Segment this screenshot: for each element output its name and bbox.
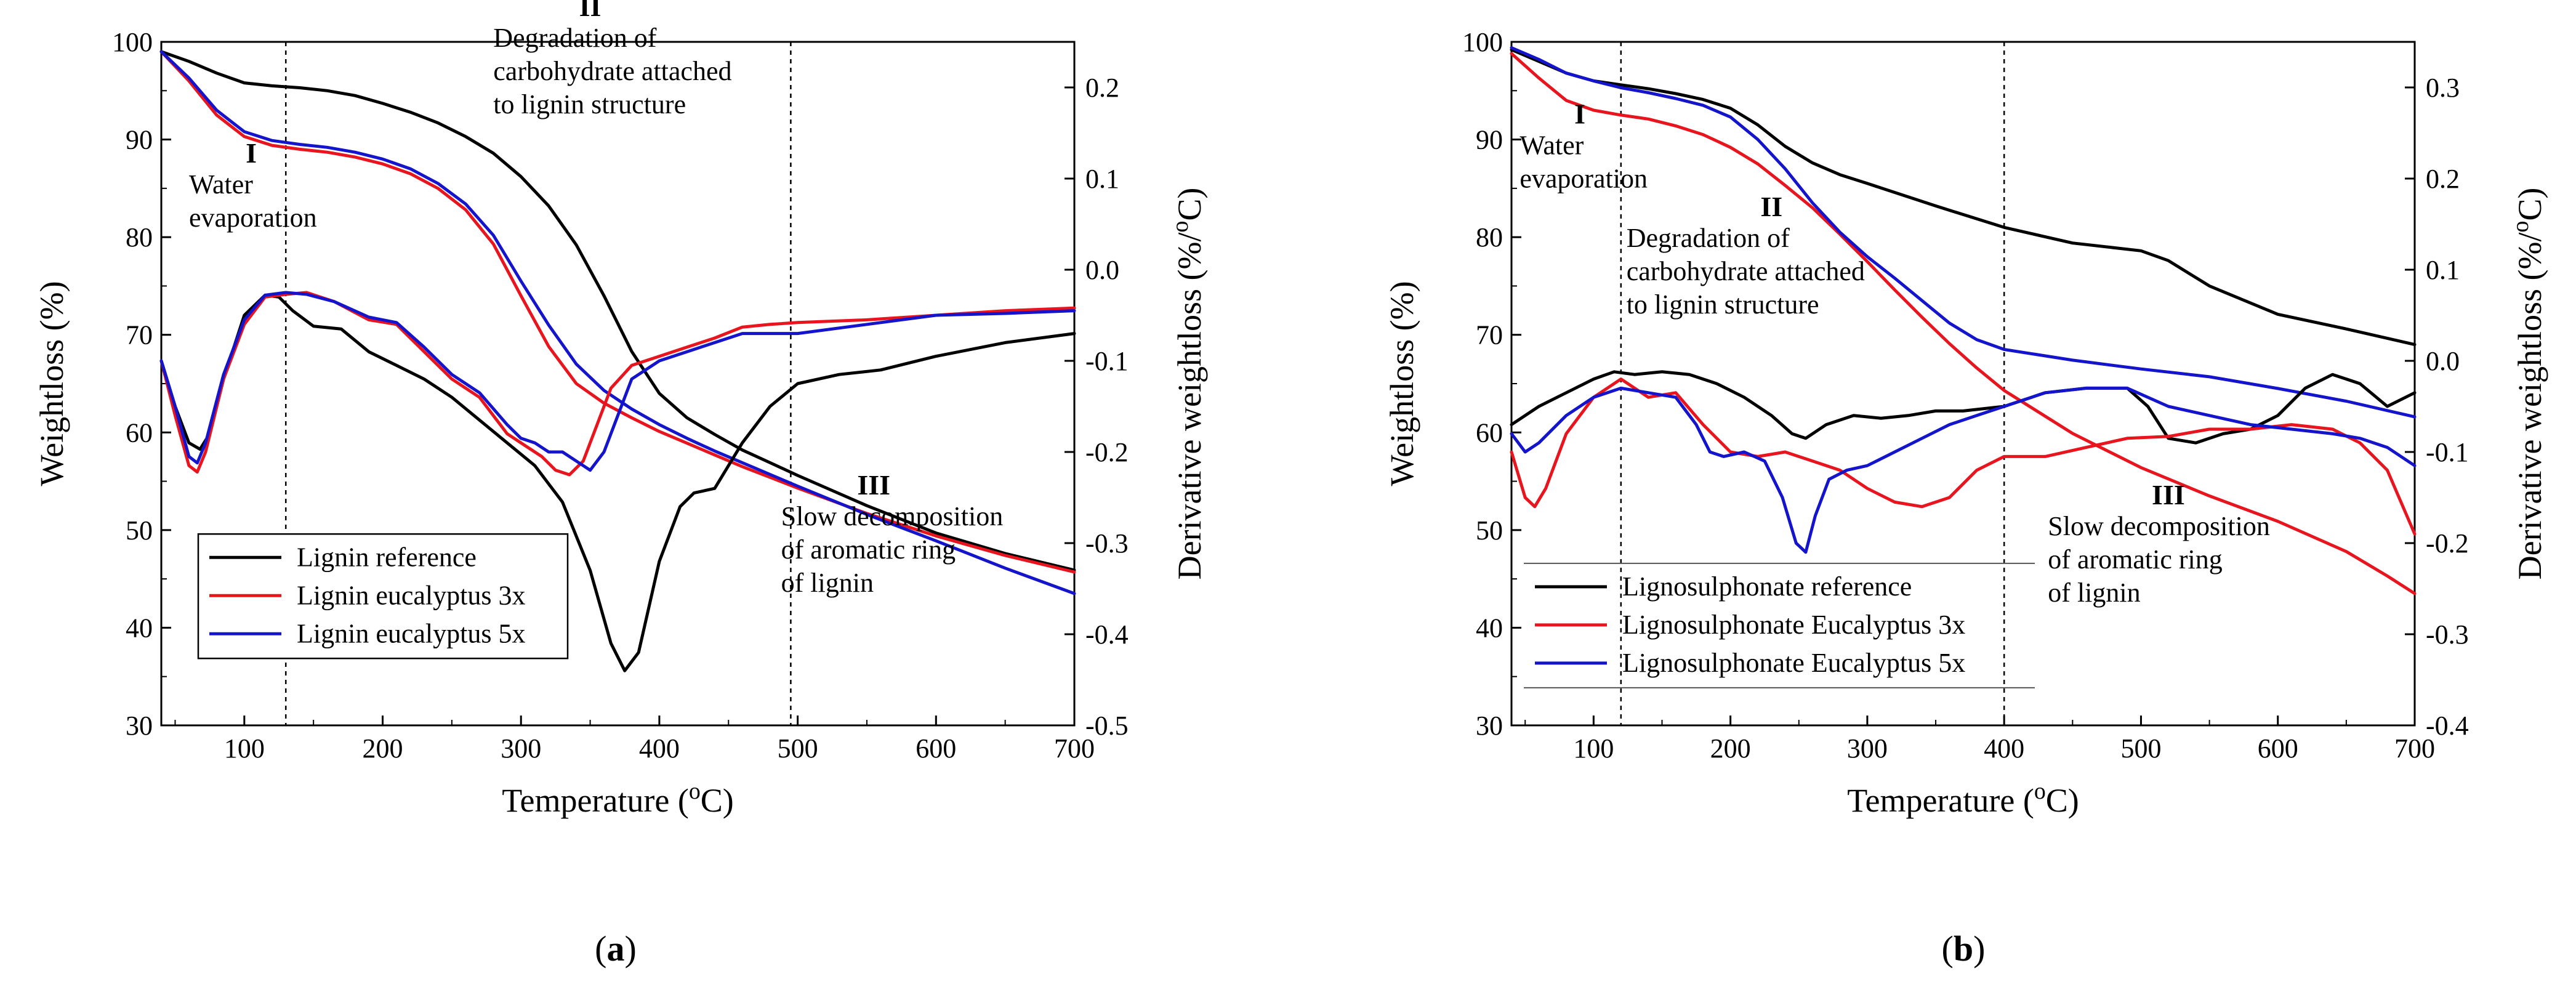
x-tick-label: 600 xyxy=(2258,733,2298,764)
x-tick-label: 100 xyxy=(224,733,265,764)
region-annotation-text: Water xyxy=(1519,130,1584,160)
y-tick-label: 100 xyxy=(112,27,153,57)
y2-axis-title: Derivative weightloss (%/oC) xyxy=(2508,188,2548,580)
region-annotation-text: Water xyxy=(189,169,253,200)
y-tick-label: 50 xyxy=(1476,515,1503,546)
region-roman-numeral: I xyxy=(246,137,257,169)
x-tick-label: 300 xyxy=(1847,733,1888,764)
series-line-weightloss xyxy=(159,50,1076,572)
chart-panel-a: 100 200 300 400 500 600 700 30 40 50 60 70 80 90 100 -0… xyxy=(33,0,1208,969)
y-tick-label: 80 xyxy=(126,222,153,252)
x-tick-label: 500 xyxy=(778,733,818,764)
y2-tick-label: -0.1 xyxy=(1085,346,1129,376)
y2-tick-label: -0.4 xyxy=(1085,619,1129,650)
region-roman-numeral: II xyxy=(579,0,602,22)
region-annotation-text: Degradation of xyxy=(493,23,656,53)
y2-tick-label: -0.3 xyxy=(1085,528,1129,559)
y2-tick-label: 0.1 xyxy=(2426,255,2460,285)
y-tick-label: 70 xyxy=(126,320,153,350)
y2-tick-label: 0.3 xyxy=(2426,73,2460,103)
region-annotation-text: evaporation xyxy=(1519,163,1648,193)
x-tick-label: 500 xyxy=(2120,733,2161,764)
y-axis-title: Weightloss (%) xyxy=(1383,281,1420,486)
y2-tick-label: -0.5 xyxy=(1085,711,1129,741)
x-axis-title: Temperature (oC) xyxy=(502,778,733,819)
series-line-derivative xyxy=(1510,386,2417,554)
x-tick-label: 700 xyxy=(2394,733,2435,764)
y-tick-label: 80 xyxy=(1476,222,1503,252)
x-tick-label: 400 xyxy=(639,733,680,764)
y2-tick-label: -0.2 xyxy=(2426,528,2469,559)
y2-tick-label: 0.0 xyxy=(1085,255,1119,285)
y2-axis-title: Derivative weightloss (%/oC) xyxy=(1167,188,1208,580)
region-annotation-text: to lignin structure xyxy=(493,89,686,119)
y2-tick-label: 0.1 xyxy=(1085,164,1119,194)
y-tick-label: 30 xyxy=(126,711,153,741)
y-tick-label: 40 xyxy=(126,613,153,643)
y-tick-label: 90 xyxy=(1476,125,1503,155)
x-tick-label: 400 xyxy=(1984,733,2024,764)
chart-panel-b: 100 200 300 400 500 600 700 30 40 50 60 70 80 90 100 -0… xyxy=(1383,27,2548,969)
y-tick-label: 40 xyxy=(1476,613,1503,643)
y2-tick-label: -0.4 xyxy=(2426,711,2469,741)
legend-label: Lignosulphonate Eucalyptus 5x xyxy=(1622,648,1965,678)
panel-label: (b) xyxy=(1942,929,1986,969)
region-annotation-text: of lignin xyxy=(2048,578,2140,608)
series-line-weightloss xyxy=(1510,52,2417,595)
series-line-weightloss xyxy=(159,50,1076,574)
series-line-weightloss xyxy=(159,50,1076,595)
region-annotation-text: Slow decomposition xyxy=(2048,511,2270,541)
x-tick-label: 700 xyxy=(1054,733,1095,764)
region-annotation-text: Slow decomposition xyxy=(781,501,1004,531)
region-roman-numeral: III xyxy=(857,469,890,501)
y-tick-label: 100 xyxy=(1462,27,1503,57)
y-tick-label: 60 xyxy=(126,417,153,448)
region-roman-numeral: II xyxy=(1760,191,1782,222)
legend-label: Lignosulphonate reference xyxy=(1622,571,1912,602)
series-line-weightloss xyxy=(1510,48,2417,347)
series-line-derivative xyxy=(159,291,1076,477)
x-axis-title: Temperature (oC) xyxy=(1847,778,2079,819)
region-annotation-text: Degradation of xyxy=(1627,223,1790,253)
series-line-derivative xyxy=(159,291,1076,472)
series-line-weightloss xyxy=(1510,46,2417,419)
y-tick-label: 50 xyxy=(126,515,153,546)
region-annotation-text: evaporation xyxy=(189,203,317,233)
region-roman-numeral: III xyxy=(2152,479,2185,510)
legend-label: Lignin reference xyxy=(297,542,477,572)
y-tick-label: 90 xyxy=(126,125,153,155)
y2-tick-label: 0.2 xyxy=(1085,73,1119,103)
y2-tick-label: 0.2 xyxy=(2426,164,2460,194)
legend-label: Lignosulphonate Eucalyptus 3x xyxy=(1622,610,1965,640)
y-axis-title: Weightloss (%) xyxy=(33,281,70,486)
x-tick-label: 200 xyxy=(1710,733,1751,764)
x-tick-label: 200 xyxy=(363,733,403,764)
region-annotation-text: carbohydrate attached xyxy=(1627,256,1865,286)
y-tick-label: 60 xyxy=(1476,417,1503,448)
y-tick-label: 30 xyxy=(1476,711,1503,741)
x-tick-label: 100 xyxy=(1573,733,1614,764)
series-line-derivative xyxy=(1510,370,2417,445)
y2-tick-label: -0.1 xyxy=(2426,437,2469,467)
legend-label: Lignin eucalyptus 3x xyxy=(297,580,526,610)
region-annotation-text: carbohydrate attached xyxy=(493,56,731,86)
y2-tick-label: -0.2 xyxy=(1085,437,1129,467)
region-annotation-text: of aromatic ring xyxy=(2048,544,2222,575)
region-annotation-text: of lignin xyxy=(781,568,874,598)
region-roman-numeral: I xyxy=(1574,98,1585,129)
y-tick-label: 70 xyxy=(1476,320,1503,350)
legend-label: Lignin eucalyptus 5x xyxy=(297,618,526,648)
y2-tick-label: -0.3 xyxy=(2426,619,2469,650)
panel-label: (a) xyxy=(595,929,637,969)
y2-tick-label: 0.0 xyxy=(2426,346,2460,376)
region-annotation-text: of aromatic ring xyxy=(781,534,956,565)
x-tick-label: 300 xyxy=(501,733,541,764)
x-tick-label: 600 xyxy=(916,733,956,764)
region-annotation-text: to lignin structure xyxy=(1627,289,1819,320)
